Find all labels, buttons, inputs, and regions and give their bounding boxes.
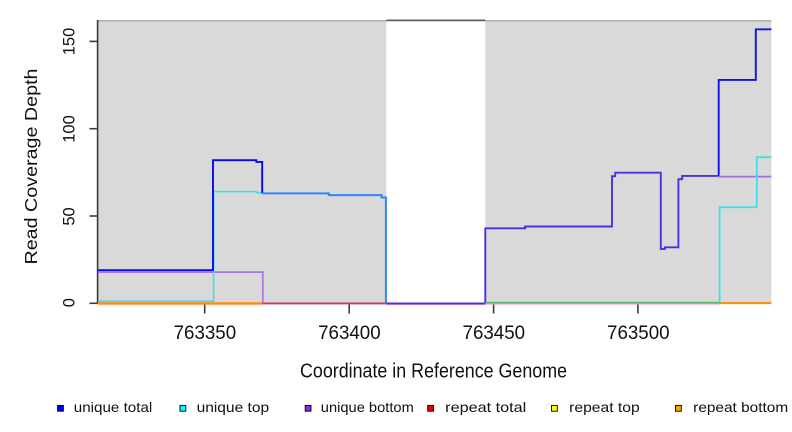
svg-text:unique top: unique top xyxy=(197,399,270,415)
svg-text:763450: 763450 xyxy=(463,323,526,344)
svg-text:unique bottom: unique bottom xyxy=(321,399,414,415)
svg-text:repeat total: repeat total xyxy=(445,399,526,415)
svg-text:50: 50 xyxy=(61,207,79,225)
svg-text:unique total: unique total xyxy=(74,399,153,415)
svg-text:repeat top: repeat top xyxy=(569,399,640,415)
svg-text:763350: 763350 xyxy=(174,323,237,344)
svg-text:100: 100 xyxy=(61,115,79,143)
svg-text:0: 0 xyxy=(61,298,79,307)
svg-text:Read Coverage Depth: Read Coverage Depth xyxy=(21,69,41,265)
svg-text:Coordinate in Reference Genome: Coordinate in Reference Genome xyxy=(300,360,567,383)
svg-text:763500: 763500 xyxy=(607,323,670,344)
svg-text:150: 150 xyxy=(61,28,79,56)
svg-text:763400: 763400 xyxy=(318,323,381,344)
svg-text:repeat bottom: repeat bottom xyxy=(693,399,788,415)
